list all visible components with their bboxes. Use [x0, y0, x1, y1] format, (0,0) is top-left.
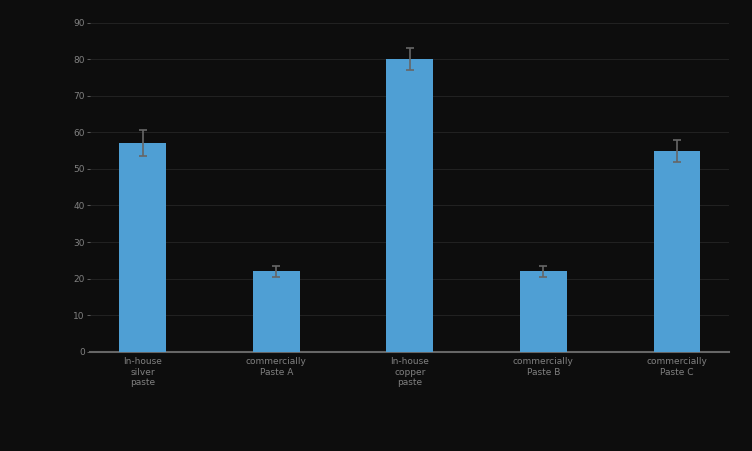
Bar — [120, 143, 166, 352]
Bar — [653, 151, 700, 352]
Bar — [387, 59, 433, 352]
Bar — [253, 272, 299, 352]
Bar — [520, 272, 567, 352]
